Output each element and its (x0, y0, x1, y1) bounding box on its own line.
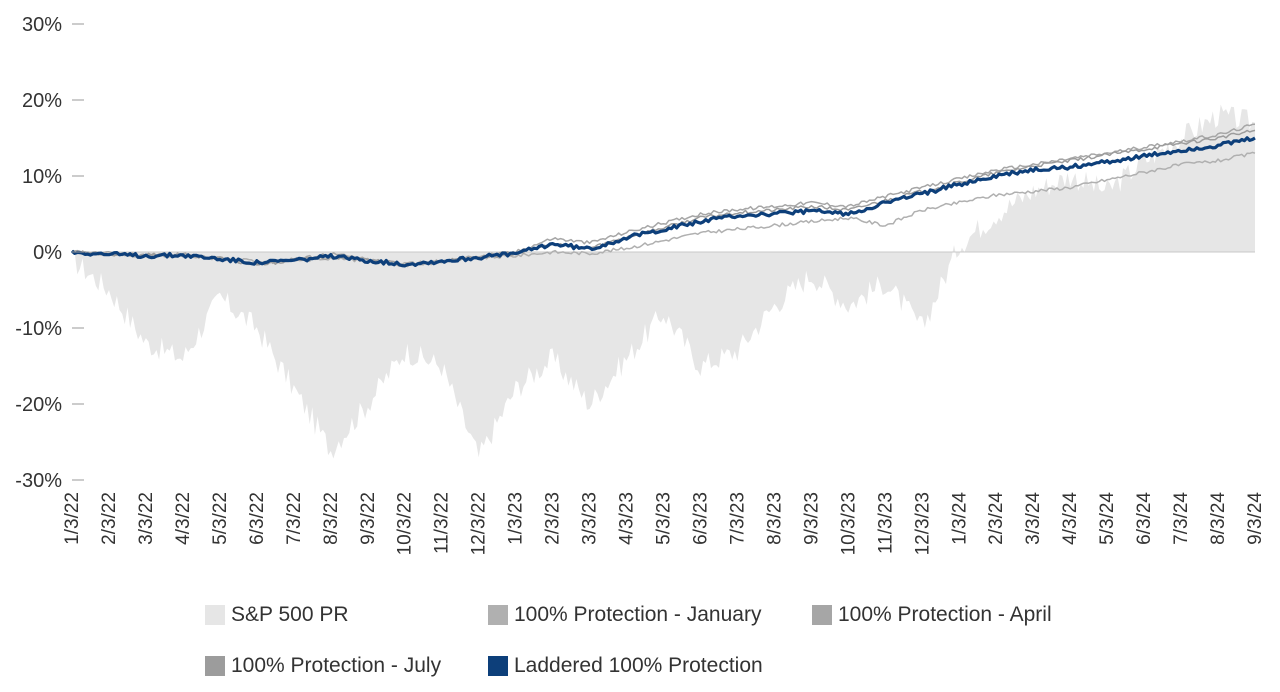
line-layer (70, 123, 1256, 268)
y-tick-label: 20% (22, 90, 62, 112)
x-axis: 1/3/22 2/3/22 3/3/22 4/3/22 5/3/22 6/3/22 7/3/… (62, 492, 1266, 556)
x-tick-label: 11/3/22 (432, 492, 453, 554)
area-sp500 (72, 104, 1255, 459)
line-laddered (70, 136, 1256, 268)
x-tick-label: 1/3/22 (62, 492, 83, 545)
x-tick-label: 5/3/24 (1097, 492, 1118, 545)
x-tick-label: 12/3/23 (912, 492, 933, 555)
x-tick-label: 1/3/24 (949, 492, 970, 545)
x-tick-label: 3/3/23 (580, 492, 601, 545)
x-tick-label: 6/3/24 (1134, 492, 1155, 545)
y-tick-label: -30% (15, 470, 62, 492)
x-tick-label: 8/3/24 (1208, 492, 1229, 545)
x-tick-label: 10/3/22 (395, 492, 416, 555)
x-tick-label: 6/3/23 (690, 492, 711, 545)
x-tick-label: 7/3/23 (727, 492, 748, 545)
x-tick-label: 10/3/23 (838, 492, 859, 555)
x-tick-label: 9/3/23 (801, 492, 822, 545)
x-tick-label: 8/3/22 (321, 492, 342, 545)
x-tick-label: 2/3/24 (986, 492, 1007, 545)
x-tick-label: 2/3/22 (99, 492, 120, 545)
x-tick-label: 7/3/24 (1171, 492, 1192, 545)
x-tick-label: 3/3/24 (1023, 492, 1044, 545)
x-tick-label: 4/3/24 (1060, 492, 1081, 545)
y-tick-label: 0% (33, 242, 62, 264)
y-axis: 30% 20% 10% 0% -10% -20% -30% (15, 14, 84, 492)
x-tick-label: 9/3/22 (358, 492, 379, 545)
x-tick-label: 7/3/22 (284, 492, 305, 545)
x-tick-label: 4/3/22 (173, 492, 194, 545)
x-tick-label: 8/3/23 (764, 492, 785, 545)
x-tick-label: 4/3/23 (617, 492, 638, 545)
y-tick-label: -20% (15, 394, 62, 416)
x-tick-label: 3/3/22 (136, 492, 157, 545)
x-tick-label: 2/3/23 (543, 492, 564, 545)
y-tick-label: 10% (22, 166, 62, 188)
y-tick-label: -10% (15, 318, 62, 340)
x-tick-label: 6/3/22 (247, 492, 268, 545)
x-tick-label: 1/3/23 (506, 492, 527, 545)
line-july (71, 129, 1256, 266)
x-tick-label: 5/3/22 (210, 492, 231, 545)
x-tick-label: 5/3/23 (654, 492, 675, 545)
y-tick-label: 30% (22, 14, 62, 36)
x-tick-label: 9/3/24 (1245, 492, 1266, 545)
x-tick-label: 11/3/23 (875, 492, 896, 554)
x-tick-label: 12/3/22 (469, 492, 490, 555)
area-layer (72, 104, 1255, 459)
